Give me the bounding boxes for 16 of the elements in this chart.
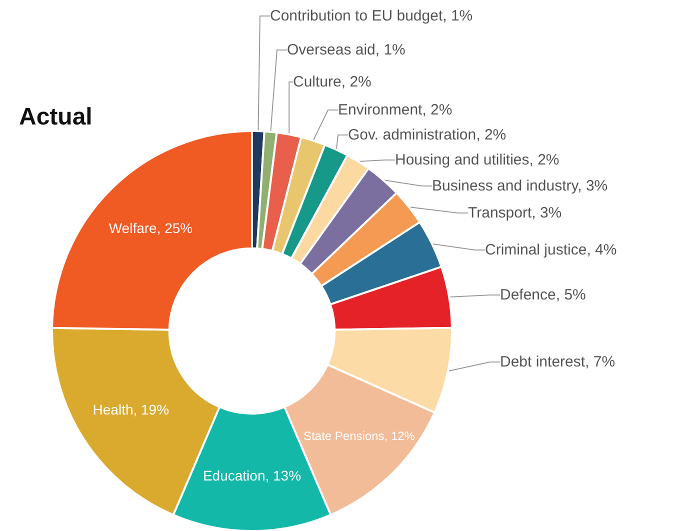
slice-label: Defence, 5% (500, 286, 586, 304)
slice-label: Transport, 3% (468, 204, 562, 222)
slice-label: Overseas aid, 1% (287, 42, 406, 58)
slice-label: Environment, 2% (338, 102, 452, 118)
slice-label: Education, 13% (202, 467, 302, 484)
slice-label: Housing and utilities, 2% (395, 152, 560, 168)
slice-label: State Pensions, 12% (304, 428, 416, 443)
text: Actual (19, 104, 92, 130)
slice-label: Debt interest, 7% (500, 354, 616, 370)
slice-label: Culture, 2% (293, 74, 372, 90)
slice-label: Health, 19% (92, 402, 170, 418)
slice-label: Criminal justice, 4% (485, 242, 617, 258)
slice-label: Business and industry, 3% (432, 178, 608, 194)
slice-label: Welfare, 25% (108, 220, 193, 236)
slice-label: Gov. administration, 2% (348, 126, 506, 144)
slice-label: Contribution to EU budget, 1% (270, 8, 473, 24)
